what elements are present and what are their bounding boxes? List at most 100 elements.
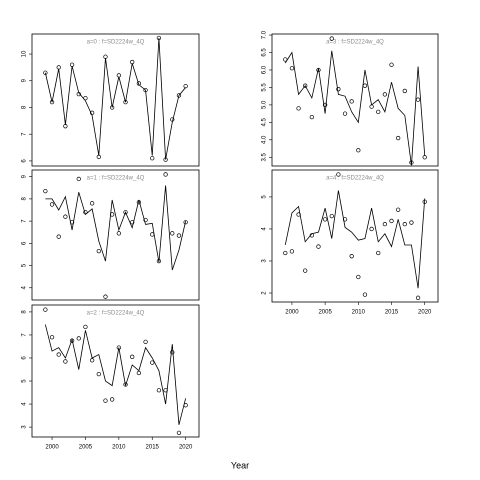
observed-point: [415, 97, 421, 102]
observed-point: [316, 244, 321, 249]
x-tick-label: 2010: [352, 310, 366, 316]
panel-frame: [31, 169, 200, 301]
observed-point: [409, 220, 414, 225]
observed-point: [309, 114, 314, 120]
x-tick-label: 2005: [318, 310, 332, 316]
observed-point: [156, 258, 162, 264]
observed-point: [170, 231, 175, 236]
y-tick-label: 6: [22, 356, 28, 360]
observed-point: [322, 102, 328, 108]
observed-point: [336, 172, 341, 177]
y-tick-label: 3.5: [262, 152, 268, 161]
observed-point: [176, 233, 182, 238]
panel-title: a=0 : f=SD2224w_4Q: [87, 40, 145, 46]
observed-point: [63, 124, 68, 129]
fitted-line: [45, 185, 187, 271]
observed-point: [116, 73, 121, 78]
y-tick-label: 7: [22, 219, 28, 223]
observed-point: [96, 248, 101, 254]
observed-point: [103, 294, 108, 299]
panel-frame: [31, 33, 200, 167]
observed-point: [116, 345, 121, 350]
observed-point: [43, 188, 48, 194]
observed-point: [342, 111, 348, 116]
observed-point: [296, 106, 301, 111]
observed-point: [336, 87, 341, 92]
observed-point: [43, 70, 48, 75]
panel-title: a=1 : f=SD2224w_4Q: [87, 176, 145, 182]
observed-point: [163, 157, 168, 162]
observed-point: [69, 220, 75, 225]
observed-point: [362, 292, 368, 297]
observed-point: [415, 295, 421, 300]
x-tick-label: 2000: [45, 445, 59, 451]
observed-point: [43, 307, 48, 312]
observed-point: [170, 117, 175, 122]
observed-point: [342, 217, 348, 222]
observed-point: [409, 160, 414, 165]
panel-frame: [31, 304, 200, 438]
observed-point: [176, 93, 182, 98]
observed-point: [316, 67, 321, 73]
observed-point: [170, 350, 175, 355]
observed-point: [376, 250, 381, 256]
x-tick-label: 2015: [146, 445, 160, 451]
observed-point: [136, 200, 142, 205]
y-tick-label: 4: [22, 285, 28, 289]
x-tick-label: 2005: [79, 445, 93, 451]
panel-title: a=3 : f=SD2224w_4Q: [326, 40, 384, 46]
observed-point: [136, 370, 142, 376]
observed-point: [130, 220, 135, 225]
x-axis-label: Year: [231, 460, 249, 470]
y-tick-label: 10: [22, 50, 28, 57]
y-tick-label: 5.5: [262, 83, 268, 92]
observed-point: [116, 231, 121, 236]
observed-point: [110, 397, 115, 402]
y-tick-label: 4.5: [262, 118, 268, 127]
panel-title: a=2 : f=SD2224w_4Q: [87, 311, 145, 317]
observed-point: [83, 95, 88, 101]
observed-point: [89, 110, 95, 115]
observed-point: [296, 212, 301, 217]
observed-point: [136, 81, 142, 86]
observed-point: [130, 354, 135, 359]
observed-point: [163, 388, 168, 393]
observed-point: [183, 403, 188, 408]
observed-point: [183, 220, 188, 225]
observed-point: [396, 207, 401, 212]
observed-point: [56, 234, 61, 239]
y-tick-label: 5: [22, 379, 28, 383]
observed-point: [322, 217, 328, 222]
observed-point: [150, 360, 155, 365]
observed-point: [110, 105, 115, 110]
observed-point: [376, 109, 381, 115]
observed-point: [96, 371, 101, 377]
observed-point: [49, 99, 55, 105]
y-tick-label: 6.5: [262, 48, 268, 57]
observed-point: [156, 35, 162, 41]
observed-point: [76, 91, 81, 97]
observed-point: [329, 36, 334, 41]
observed-point: [349, 99, 354, 104]
observed-point: [283, 57, 288, 62]
x-tick-label: 2015: [385, 310, 399, 316]
observed-point: [289, 66, 295, 71]
observed-point: [402, 88, 407, 94]
observed-point: [103, 398, 108, 403]
observed-point: [89, 201, 95, 206]
observed-point: [303, 83, 308, 88]
x-tick-label: 2020: [179, 445, 193, 451]
y-tick-label: 7: [22, 132, 28, 136]
observed-point: [382, 92, 388, 97]
observed-point: [329, 213, 334, 219]
y-tick-label: 3: [22, 425, 28, 429]
y-tick-label: 7: [22, 333, 28, 337]
observed-point: [389, 62, 394, 67]
y-tick-label: 5: [22, 263, 28, 267]
observed-point: [369, 104, 374, 109]
observed-point: [49, 335, 55, 340]
y-tick-label: 6.0: [262, 65, 268, 74]
panel-frame: [271, 169, 439, 303]
y-tick-label: 6: [22, 159, 28, 163]
